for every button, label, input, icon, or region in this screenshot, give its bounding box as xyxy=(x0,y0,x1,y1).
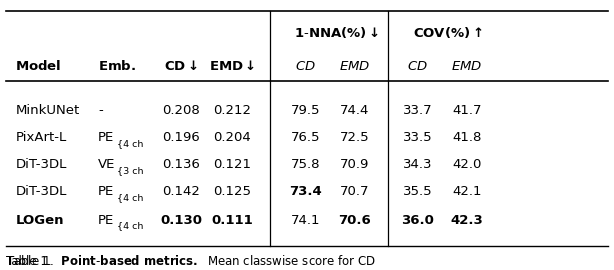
Text: 0.212: 0.212 xyxy=(213,104,251,117)
Text: 0.136: 0.136 xyxy=(162,158,200,171)
Text: 33.7: 33.7 xyxy=(403,104,432,117)
Text: 79.5: 79.5 xyxy=(291,104,321,117)
Text: {4 ch: {4 ch xyxy=(117,139,143,148)
Text: 36.0: 36.0 xyxy=(401,214,434,227)
Text: $\mathit{CD}$: $\mathit{CD}$ xyxy=(407,60,428,73)
Text: 0.125: 0.125 xyxy=(213,185,251,198)
Text: 35.5: 35.5 xyxy=(403,185,432,198)
Text: LOGen: LOGen xyxy=(15,214,64,227)
Text: 41.7: 41.7 xyxy=(452,104,481,117)
Text: 42.0: 42.0 xyxy=(452,158,481,171)
Text: 76.5: 76.5 xyxy=(291,131,321,144)
Text: $\mathit{EMD}$: $\mathit{EMD}$ xyxy=(451,60,483,73)
Text: $\mathbf{Model}$: $\mathbf{Model}$ xyxy=(15,59,61,73)
Text: $\mathit{CD}$: $\mathit{CD}$ xyxy=(295,60,316,73)
Text: 42.1: 42.1 xyxy=(452,185,481,198)
Text: 33.5: 33.5 xyxy=(403,131,432,144)
Text: 34.3: 34.3 xyxy=(403,158,432,171)
Text: $\mathbf{CD\downarrow}$: $\mathbf{CD\downarrow}$ xyxy=(164,59,198,73)
Text: 0.130: 0.130 xyxy=(160,214,202,227)
Text: 41.8: 41.8 xyxy=(452,131,481,144)
Text: 73.4: 73.4 xyxy=(289,185,322,198)
Text: 0.204: 0.204 xyxy=(213,131,251,144)
Text: DiT-3DL: DiT-3DL xyxy=(15,185,67,198)
Text: {4 ch: {4 ch xyxy=(117,193,143,202)
Text: 72.5: 72.5 xyxy=(340,131,370,144)
Text: 74.1: 74.1 xyxy=(291,214,321,227)
Text: 42.3: 42.3 xyxy=(450,214,483,227)
Text: $\mathbf{1\text{-}NNA(\%)\downarrow}$: $\mathbf{1\text{-}NNA(\%)\downarrow}$ xyxy=(294,25,379,40)
Text: 70.9: 70.9 xyxy=(340,158,370,171)
Text: VE: VE xyxy=(98,158,115,171)
Text: 0.121: 0.121 xyxy=(213,158,251,171)
Text: 0.196: 0.196 xyxy=(162,131,200,144)
Text: 0.111: 0.111 xyxy=(211,214,253,227)
Text: {4 ch: {4 ch xyxy=(117,221,143,231)
Text: 70.7: 70.7 xyxy=(340,185,370,198)
Text: PixArt-L: PixArt-L xyxy=(15,131,66,144)
Text: 0.142: 0.142 xyxy=(162,185,200,198)
Text: 75.8: 75.8 xyxy=(291,158,321,171)
Text: {3 ch: {3 ch xyxy=(117,166,143,175)
Text: $\mathit{EMD}$: $\mathit{EMD}$ xyxy=(339,60,371,73)
Text: 70.6: 70.6 xyxy=(338,214,371,227)
Text: $\mathbf{COV(\%)\uparrow}$: $\mathbf{COV(\%)\uparrow}$ xyxy=(413,25,483,40)
Text: PE: PE xyxy=(98,185,114,198)
Text: Table 1.: Table 1. xyxy=(6,255,60,268)
Text: 74.4: 74.4 xyxy=(340,104,370,117)
Text: Table 1.  $\bf{Point\text{-}based\ metrics.}$  Mean classwise score for CD: Table 1. $\bf{Point\text{-}based\ metric… xyxy=(6,254,376,268)
Text: DiT-3DL: DiT-3DL xyxy=(15,158,67,171)
Text: PE: PE xyxy=(98,131,114,144)
Text: MinkUNet: MinkUNet xyxy=(15,104,80,117)
Text: $\mathbf{EMD\downarrow}$: $\mathbf{EMD\downarrow}$ xyxy=(209,59,255,73)
Text: $\mathbf{Emb.}$: $\mathbf{Emb.}$ xyxy=(98,59,136,73)
Text: 0.208: 0.208 xyxy=(162,104,200,117)
Text: -: - xyxy=(98,104,103,117)
Text: PE: PE xyxy=(98,214,114,227)
